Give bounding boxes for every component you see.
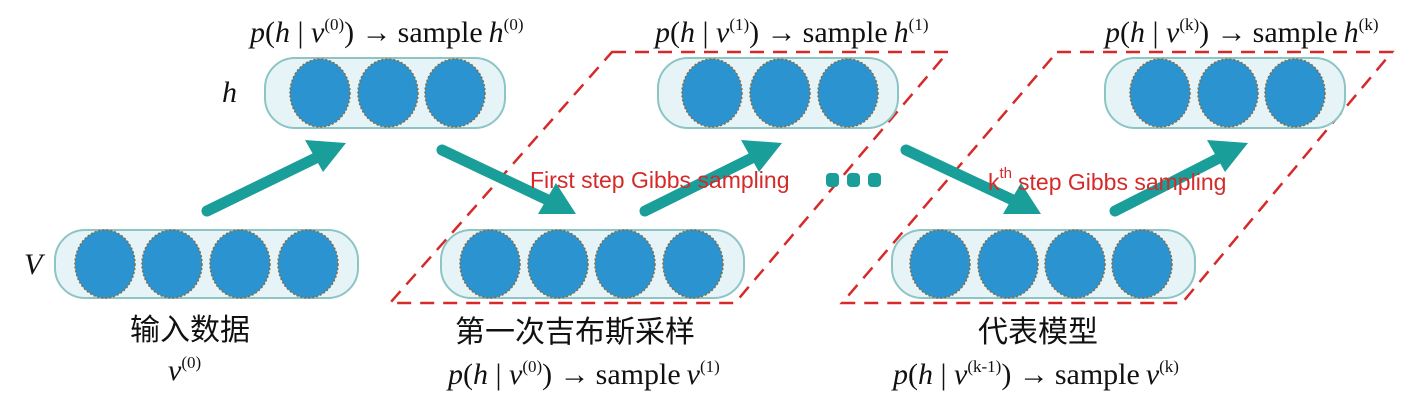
hidden-unit: [817, 58, 879, 128]
hidden-unit: [1197, 58, 1259, 128]
kth-step-label: kth step Gibbs sampling: [988, 165, 1226, 195]
model-label: 代表模型: [978, 315, 1098, 350]
first-gibbs-formula: p(h | v(0)) → sample v(1): [446, 357, 720, 391]
input-data-label: 输入数据: [130, 313, 250, 348]
hidden-unit: [289, 58, 351, 128]
hidden-unit: [749, 58, 811, 128]
visible-unit: [527, 229, 589, 299]
visible-unit: [909, 229, 971, 299]
hidden-unit: [1264, 58, 1326, 128]
arrowhead: [538, 183, 576, 214]
visible-unit: [74, 229, 136, 299]
hidden-unit: [1129, 58, 1191, 128]
kth-step-frame: [839, 50, 1395, 305]
visible-unit: [1111, 229, 1173, 299]
ellipsis-dots: [826, 173, 881, 187]
top-formula-0: p(h | v(0)) → sample h(0): [248, 15, 523, 49]
visible-unit: [594, 229, 656, 299]
hidden-layer-label: h: [222, 76, 237, 109]
visible-unit: [977, 229, 1039, 299]
visible-unit: [209, 229, 271, 299]
model-formula: p(h | v(k-1)) → sample v(k): [891, 357, 1179, 391]
first-step-label: First step Gibbs sampling: [530, 167, 789, 193]
arrows: [201, 140, 1248, 217]
arrow-up-k: [1109, 149, 1231, 217]
visible-unit: [459, 229, 521, 299]
arrow-down-1: [436, 144, 558, 208]
visible-unit: [141, 229, 203, 299]
arrowhead: [741, 140, 782, 172]
visible-unit: [277, 229, 339, 299]
arrowhead: [1003, 183, 1041, 214]
arrow-up-0: [201, 149, 328, 217]
first-gibbs-label: 第一次吉布斯采样: [455, 315, 695, 350]
arrowhead: [305, 140, 346, 172]
hidden-unit: [424, 58, 486, 128]
top-formula-k: p(h | v(k)) → sample h(k): [1103, 15, 1378, 49]
arrow-up-1: [639, 149, 764, 217]
visible-layer-label: V: [24, 248, 46, 281]
arrowhead: [1207, 140, 1248, 172]
arrow-down-k: [900, 144, 1023, 208]
input-var: v(0): [168, 353, 201, 387]
hidden-unit: [357, 58, 419, 128]
hidden-unit: [681, 58, 743, 128]
units: [74, 58, 1326, 299]
visible-unit: [662, 229, 724, 299]
visible-unit: [1044, 229, 1106, 299]
top-formula-1: p(h | v(1)) → sample h(1): [653, 15, 928, 49]
